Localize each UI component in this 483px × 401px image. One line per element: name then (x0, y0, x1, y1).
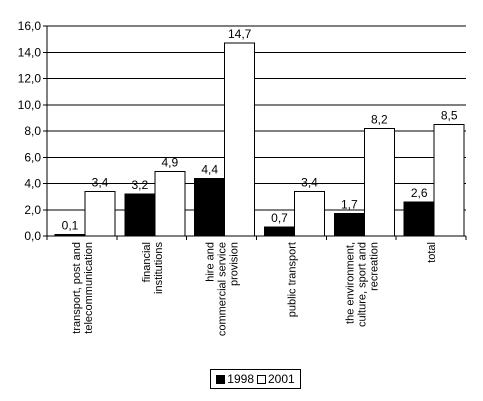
category-label: hire and commercial service provision (205, 242, 241, 336)
bar-2001 (363, 127, 395, 237)
data-label-1998: 3,2 (131, 178, 148, 192)
category-label-line: public transport (286, 242, 298, 317)
legend-label-1998: 1998 (227, 372, 254, 386)
data-label-2001: 8,2 (371, 112, 388, 126)
data-labels: 0,1 3,2 4,4 0,7 1,7 2,6 3,4 4,9 14,7 3,4 8,2 8,5 (62, 27, 458, 233)
category-label-line: culture, sport and (356, 242, 368, 327)
category-labels: transport, post and telecommunication fina… (71, 242, 438, 337)
category-label-line: financial (141, 242, 153, 282)
category-label-line: telecommunication (83, 242, 95, 334)
bar-1998 (403, 201, 435, 237)
legend-label-2001: 2001 (268, 372, 295, 386)
y-tick-label: 0,0 (24, 229, 41, 243)
y-axis-tick-labels: 0,0 2,0 4,0 6,0 8,0 10,0 12,0 14,0 16,0 (18, 19, 42, 243)
y-tick-label: 4,0 (24, 177, 41, 191)
category-label-line: provision (229, 242, 241, 286)
gridlines (47, 25, 466, 211)
legend-item-2001: 2001 (257, 372, 295, 386)
legend: 1998 2001 (210, 369, 301, 389)
y-tick-label: 12,0 (18, 72, 42, 86)
bar-2001 (224, 42, 256, 237)
legend-swatch-1998 (216, 374, 226, 384)
category-label: total (426, 242, 438, 263)
category-label-line: commercial service (217, 242, 229, 336)
bar-2001 (294, 190, 325, 237)
category-label-line: total (426, 242, 438, 263)
data-label-2001: 8,5 (441, 108, 458, 122)
category-label: transport, post and telecommunication (71, 242, 95, 334)
axes (43, 25, 467, 240)
y-tick-label: 6,0 (24, 150, 41, 164)
bar-1998 (333, 213, 365, 237)
category-label: the environment, culture, sport and recrea… (344, 242, 380, 327)
category-label: public transport (286, 242, 298, 317)
data-label-2001: 14,7 (228, 27, 252, 41)
y-tick-label: 10,0 (18, 98, 42, 112)
category-label-line: recreation (368, 242, 380, 291)
data-label-2001: 3,4 (301, 175, 318, 189)
legend-item-1998: 1998 (216, 372, 254, 386)
y-tick-label: 16,0 (18, 19, 42, 33)
data-label-2001: 3,4 (92, 175, 109, 189)
category-label-line: hire and (205, 242, 217, 282)
data-label-2001: 4,9 (161, 156, 178, 170)
data-label-1998: 1,7 (341, 198, 358, 212)
data-label-1998: 0,7 (271, 211, 288, 225)
category-label-line: transport, post and (71, 242, 83, 334)
bars (54, 42, 465, 237)
category-label-line: the environment, (344, 242, 356, 324)
bar-2001 (433, 123, 465, 237)
bar-1998 (264, 226, 295, 237)
y-tick-label: 8,0 (24, 124, 41, 138)
y-tick-label: 14,0 (18, 45, 42, 59)
data-label-1998: 2,6 (411, 186, 428, 200)
bar-1998 (124, 193, 156, 237)
category-label-line: institutions (153, 242, 165, 294)
data-label-1998: 0,1 (62, 219, 79, 233)
data-label-1998: 4,4 (201, 162, 218, 176)
bar-2001 (154, 171, 186, 237)
legend-swatch-2001 (257, 374, 266, 384)
y-tick-label: 2,0 (24, 203, 41, 217)
bar-1998 (194, 177, 226, 237)
category-label: financial institutions (141, 242, 165, 294)
bar-2001 (84, 190, 116, 237)
